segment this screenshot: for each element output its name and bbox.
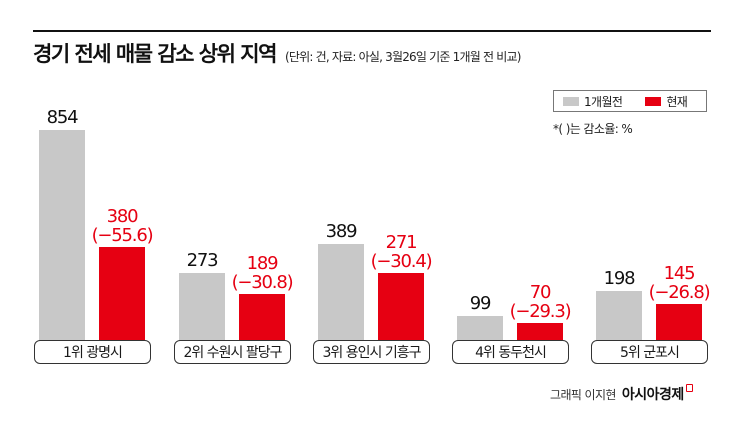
value-label-current: 380 (−55.6) bbox=[91, 206, 154, 246]
value-label-prev: 854 bbox=[46, 107, 79, 128]
bar-current bbox=[239, 294, 285, 340]
legend-label: 1개월전 bbox=[584, 94, 623, 109]
brand-mark-icon bbox=[685, 384, 693, 392]
top-rule bbox=[33, 30, 711, 32]
chart-subtitle: (단위: 건, 자료: 아실, 3월26일 기준 1개월 전 비교) bbox=[285, 50, 521, 64]
value-label-prev: 273 bbox=[186, 250, 219, 271]
legend-swatch-red bbox=[645, 96, 662, 106]
legend-item-current: 현재 bbox=[636, 93, 688, 110]
title-row: 경기 전세 매물 감소 상위 지역 (단위: 건, 자료: 아실, 3월26일 … bbox=[33, 38, 521, 68]
value-label-current: 271 (−30.4) bbox=[370, 232, 433, 272]
bar-prev bbox=[179, 273, 225, 340]
brand-logo: 아시아경제 bbox=[621, 387, 684, 403]
chart-title: 경기 전세 매물 감소 상위 지역 bbox=[33, 42, 277, 66]
category-label: 3위 용인시 기흥구 bbox=[313, 340, 430, 364]
legend-swatch-gray bbox=[563, 96, 579, 106]
value-label-current: 145 (−26.8) bbox=[648, 263, 711, 303]
bar-prev bbox=[596, 291, 642, 340]
bar-prev bbox=[457, 316, 503, 340]
bar-prev bbox=[318, 244, 364, 340]
value-label-current: 189 (−30.8) bbox=[231, 253, 294, 293]
bar-current bbox=[378, 273, 424, 340]
graphic-credit: 그래픽 이지현 bbox=[550, 388, 616, 402]
bar-prev bbox=[39, 130, 85, 340]
legend-item-prev: 1개월전 bbox=[554, 93, 623, 110]
value-label-prev: 389 bbox=[325, 221, 358, 242]
legend-label: 현재 bbox=[666, 94, 688, 109]
value-label-prev: 198 bbox=[603, 268, 636, 289]
category-label: 1위 광명시 bbox=[34, 340, 151, 364]
legend: 1개월전 현재 bbox=[553, 90, 707, 112]
footer-credit: 그래픽 이지현 아시아경제 bbox=[550, 384, 693, 404]
legend-note: *( )는 감소율: % bbox=[553, 122, 633, 136]
category-label: 2위 수원시 팔당구 bbox=[174, 340, 291, 364]
value-label-prev: 99 bbox=[469, 293, 492, 314]
category-label: 4위 동두천시 bbox=[452, 340, 569, 364]
bar-current bbox=[99, 247, 145, 340]
bar-current bbox=[656, 304, 702, 340]
bar-current bbox=[517, 323, 563, 340]
category-label: 5위 군포시 bbox=[591, 340, 708, 364]
value-label-current: 70 (−29.3) bbox=[509, 282, 572, 322]
